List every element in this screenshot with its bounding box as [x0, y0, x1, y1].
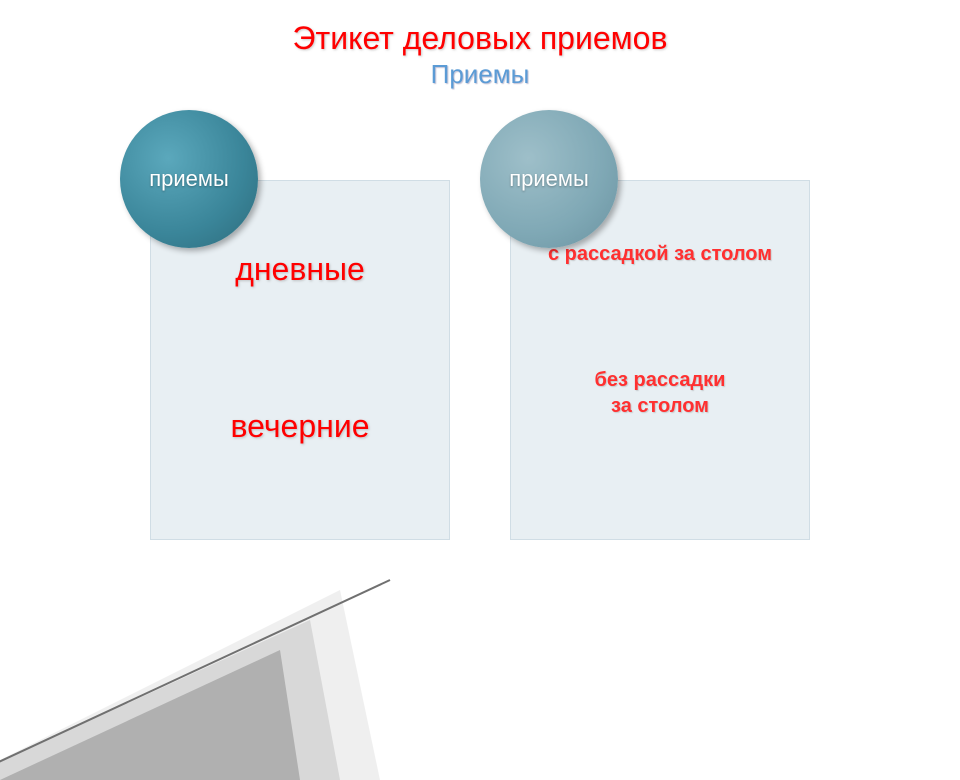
card-wrapper-left: приемы дневные вечерние	[150, 180, 450, 540]
circle-label-left: приемы	[149, 166, 229, 192]
subtitle: Приемы	[0, 59, 960, 90]
bottom-decor-icon	[0, 530, 460, 780]
circle-right: приемы	[480, 110, 618, 248]
card-right-item-1: с рассадкой за столом	[531, 241, 789, 267]
card-left-item-1: дневные	[171, 251, 429, 288]
card-left-item-2: вечерние	[171, 408, 429, 445]
main-title: Этикет деловых приемов	[0, 20, 960, 57]
cards-area: приемы дневные вечерние приемы с рассадк…	[0, 180, 960, 540]
card-right-item-2: без рассадки за столом	[531, 367, 789, 419]
title-area: Этикет деловых приемов Приемы	[0, 0, 960, 90]
circle-left: приемы	[120, 110, 258, 248]
card-wrapper-right: приемы с рассадкой за столом без рассадк…	[510, 180, 810, 540]
circle-label-right: приемы	[509, 166, 589, 192]
